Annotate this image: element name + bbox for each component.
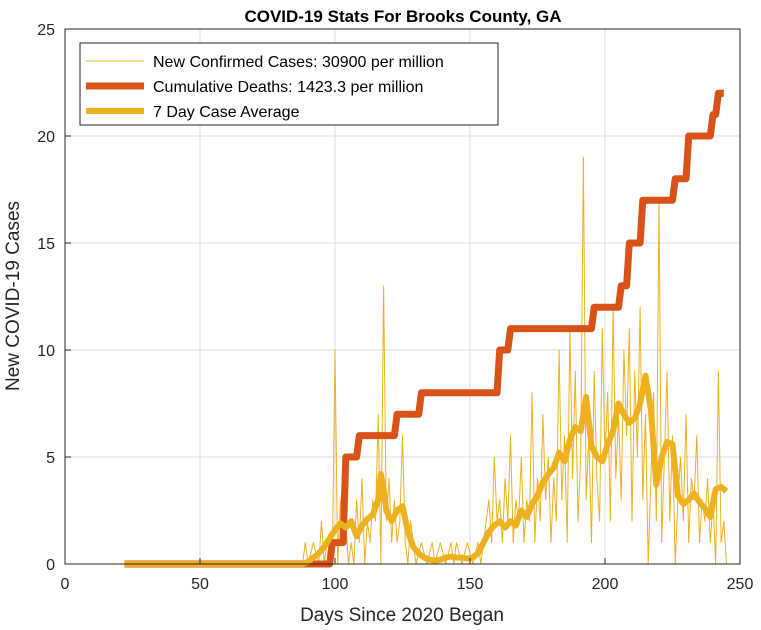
x-tick-label: 50 — [191, 576, 209, 593]
plot-area-border — [64, 28, 741, 565]
y-tick-label: 15 — [37, 236, 55, 253]
y-axis-label: New COVID-19 Cases — [3, 201, 24, 391]
x-tick-label: 200 — [592, 576, 619, 593]
series-line-cumulative-deaths — [124, 89, 724, 568]
y-tick-label: 0 — [46, 557, 55, 574]
y-tick-label: 5 — [46, 450, 55, 467]
axis-ticks: 0 50 100 150 200 250 0 5 10 15 20 25 — [37, 22, 753, 593]
series-line-new-cases — [124, 156, 727, 565]
x-tick-label: 250 — [727, 576, 754, 593]
x-tick-label: 100 — [322, 576, 349, 593]
series-line-seven-day-average — [124, 372, 729, 567]
x-axis-label: Days Since 2020 Began — [300, 605, 504, 626]
series-lines — [124, 89, 729, 568]
legend-label: New Confirmed Cases: 30900 per million — [153, 54, 444, 71]
y-tick-label: 20 — [37, 129, 55, 146]
chart-title: COVID-19 Stats For Brooks County, GA — [244, 7, 561, 26]
x-tick-label: 0 — [61, 576, 70, 593]
legend-label: 7 Day Case Average — [153, 104, 300, 121]
y-tick-label: 25 — [37, 22, 55, 39]
legend-box — [79, 42, 499, 126]
legend: New Confirmed Cases: 30900 per million Cu… — [79, 42, 499, 126]
legend-label: Cumulative Deaths: 1423.3 per million — [153, 79, 423, 96]
x-tick-label: 150 — [457, 576, 484, 593]
y-tick-label: 10 — [37, 343, 55, 360]
